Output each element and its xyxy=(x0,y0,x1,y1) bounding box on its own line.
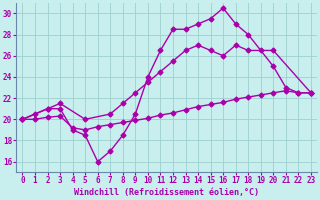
X-axis label: Windchill (Refroidissement éolien,°C): Windchill (Refroidissement éolien,°C) xyxy=(74,188,259,197)
